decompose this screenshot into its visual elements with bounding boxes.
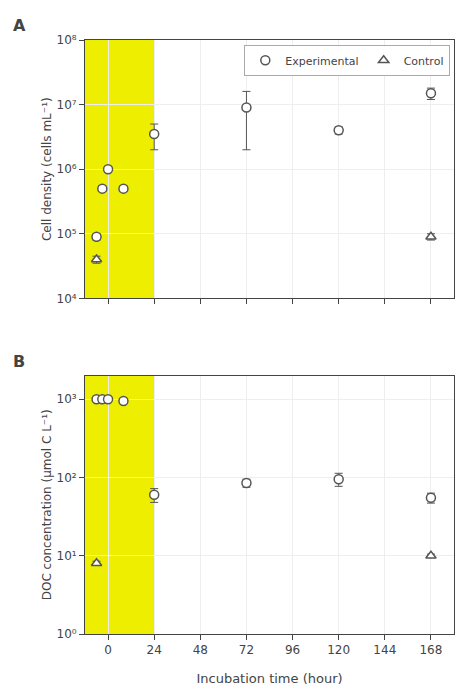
- svg-text:0: 0: [104, 643, 112, 657]
- svg-text:Experimental: Experimental: [285, 55, 358, 68]
- svg-text:10⁸: 10⁸: [57, 33, 77, 47]
- svg-text:48: 48: [193, 643, 208, 657]
- svg-text:168: 168: [419, 643, 442, 657]
- svg-text:10⁵: 10⁵: [57, 227, 77, 241]
- svg-text:Incubation time (hour): Incubation time (hour): [196, 671, 342, 686]
- svg-text:Cell density (cells mL⁻¹): Cell density (cells mL⁻¹): [40, 97, 54, 241]
- svg-text:144: 144: [373, 643, 396, 657]
- svg-text:DOC concentration (μmol C L⁻¹): DOC concentration (μmol C L⁻¹): [40, 409, 54, 600]
- svg-text:10²: 10²: [57, 471, 77, 485]
- svg-text:10¹: 10¹: [57, 549, 77, 563]
- svg-text:B: B: [13, 352, 25, 371]
- svg-text:10⁶: 10⁶: [57, 162, 77, 176]
- svg-text:Control: Control: [404, 55, 444, 68]
- svg-text:96: 96: [285, 643, 300, 657]
- svg-text:10⁰: 10⁰: [57, 627, 77, 641]
- svg-text:72: 72: [239, 643, 254, 657]
- svg-text:A: A: [13, 16, 26, 35]
- svg-text:10⁷: 10⁷: [57, 98, 77, 112]
- svg-text:120: 120: [327, 643, 350, 657]
- svg-text:10³: 10³: [57, 392, 77, 406]
- svg-text:24: 24: [147, 643, 162, 657]
- svg-text:10⁴: 10⁴: [57, 292, 77, 306]
